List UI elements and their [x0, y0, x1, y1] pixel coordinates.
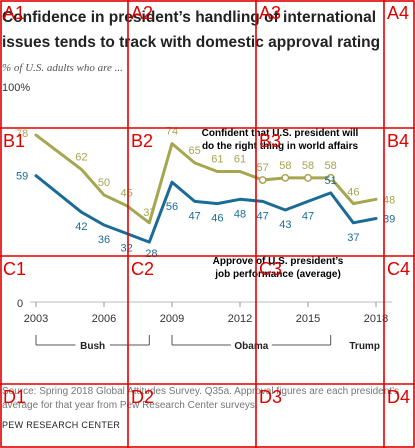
data-label: 37: [143, 207, 155, 219]
grid-cell-label: C2: [131, 259, 154, 279]
grid-cell-label: D1: [3, 387, 26, 407]
data-label: 48: [383, 194, 395, 206]
data-label: 46: [211, 213, 223, 225]
data-label: 58: [279, 160, 291, 172]
data-label: 61: [234, 153, 246, 165]
series-line: [34, 133, 378, 225]
grid-cell-label: C1: [3, 259, 26, 279]
chart-title-line-2: issues tends to track with domestic appr…: [2, 34, 380, 51]
data-label: 42: [75, 221, 87, 233]
x-tick-label: 2015: [296, 313, 320, 325]
series-point: [304, 173, 312, 182]
data-label: 47: [302, 210, 314, 222]
series-point: [258, 176, 267, 184]
data-label: 61: [211, 153, 223, 165]
data-label: 58: [302, 160, 314, 172]
data-label: 51: [325, 175, 337, 187]
grid-cell-label: B3: [259, 131, 281, 151]
data-label: 45: [121, 188, 133, 200]
series-label-confident-line-1: Confident that U.S. president will: [202, 128, 359, 139]
data-label: 58: [325, 160, 337, 172]
grid-cell-label: B4: [387, 131, 409, 151]
data-label: 47: [257, 210, 269, 222]
data-label: 43: [279, 219, 291, 231]
data-label: 32: [121, 243, 133, 255]
y-zero-label: 0: [17, 298, 23, 310]
data-label: 46: [347, 187, 359, 199]
data-label: 59: [16, 171, 28, 183]
chart-title-line-1: Confidence in president’s handling of in…: [2, 9, 376, 26]
series-point: [326, 173, 335, 182]
grid-cell-label: A3: [259, 3, 281, 23]
series-label-approve-line-1: Approve of U.S. president’s: [213, 256, 344, 267]
grid-cell-label: C3: [259, 259, 282, 279]
president-name: Bush: [80, 341, 105, 352]
x-tick-label: 2018: [364, 313, 388, 325]
data-label: 65: [189, 145, 201, 157]
x-tick-label: 2006: [92, 313, 116, 325]
series-label-confident-line-2: do the right thing in world affairs: [202, 141, 359, 152]
president-bracket: Bush: [35, 335, 150, 352]
president-bracket: Obama: [171, 335, 332, 352]
y-top-label: 100%: [2, 82, 30, 94]
data-label: 28: [145, 248, 157, 260]
grid-cell-label: B2: [131, 131, 153, 151]
grid-cell-label: C4: [387, 259, 410, 279]
president-name: Obama: [234, 341, 268, 352]
data-label: 57: [257, 162, 269, 174]
data-label: 36: [98, 234, 110, 246]
data-label: 78: [16, 128, 28, 140]
data-label: 47: [189, 210, 201, 222]
data-label: 56: [166, 201, 178, 213]
grid-cell-label: A4: [387, 3, 409, 23]
grid-cell-label: A2: [131, 3, 153, 23]
source-note-line-1: Source: Spring 2018 Global Attitudes Sur…: [2, 386, 399, 397]
data-label: 39: [383, 214, 395, 226]
data-label: 37: [347, 232, 359, 244]
president-name: Trump: [349, 341, 380, 352]
series-line: [34, 174, 378, 244]
source-note-line-2: average for that year from Pew Research …: [2, 400, 258, 411]
series-label-approve-line-2: job performance (average): [214, 269, 341, 280]
data-label: 48: [234, 208, 246, 220]
x-axis-ticks: 2003 2006 2009 2012 2015 2018: [24, 302, 388, 325]
organization-name: PEW RESEARCH CENTER: [2, 420, 120, 430]
chart-subtitle: % of U.S. adults who are ...: [2, 62, 123, 74]
president-brackets: Bush Obama Trump: [35, 335, 380, 352]
grid-cell-label: D4: [387, 387, 410, 407]
grid-cell-label: D3: [259, 387, 282, 407]
data-label: 62: [75, 151, 87, 163]
x-tick-label: 2012: [228, 313, 252, 325]
data-label: 50: [98, 177, 110, 189]
grid-cell-label: B1: [3, 131, 25, 151]
series-point: [281, 173, 290, 182]
x-tick-label: 2003: [24, 313, 48, 325]
grid-cell-label: A1: [3, 3, 25, 23]
grid-cell-label: D2: [131, 387, 154, 407]
president-bracket: Trump: [349, 341, 380, 352]
x-tick-label: 2009: [160, 313, 184, 325]
